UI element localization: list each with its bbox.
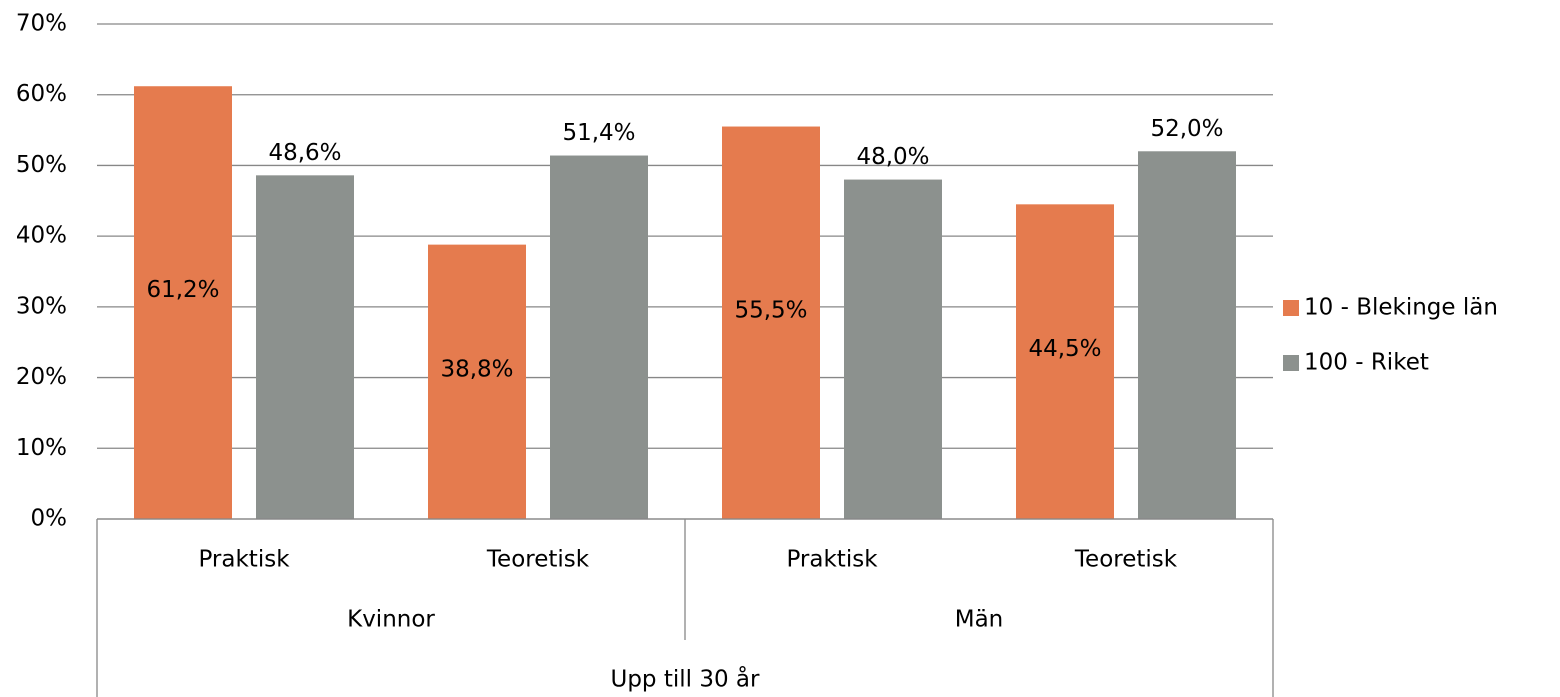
bar (428, 244, 526, 519)
bar (134, 86, 232, 519)
data-label: 48,0% (856, 144, 929, 170)
data-label: 61,2% (146, 277, 219, 303)
data-label: 55,5% (734, 297, 807, 323)
bar (844, 179, 942, 520)
x-tick-label: Praktisk (198, 547, 290, 573)
y-tick-label: 40% (16, 223, 67, 249)
legend-swatch (1283, 355, 1299, 371)
x-tick-label: Teoretisk (486, 547, 590, 573)
bar (1016, 204, 1114, 520)
legend-swatch (1283, 300, 1299, 316)
x-tick-label: Teoretisk (1074, 547, 1178, 573)
legend-label: 100 - Riket (1304, 350, 1429, 376)
y-tick-label: 20% (16, 364, 67, 390)
data-label: 51,4% (562, 120, 635, 146)
group-label: Kvinnor (347, 607, 435, 633)
y-tick-label: 60% (16, 81, 67, 107)
data-label: 48,6% (268, 140, 341, 166)
y-tick-label: 70% (16, 11, 67, 37)
y-tick-label: 0% (31, 506, 68, 532)
y-tick-label: 10% (16, 435, 67, 461)
x-tick-label: Praktisk (786, 547, 878, 573)
bar (550, 155, 648, 519)
bar (1138, 151, 1236, 520)
legend-label: 10 - Blekinge län (1304, 295, 1498, 321)
data-label: 44,5% (1028, 336, 1101, 362)
bar (722, 126, 820, 520)
bar (256, 175, 354, 520)
group-label: Män (955, 607, 1004, 633)
data-label: 38,8% (440, 356, 513, 382)
supergroup-label: Upp till 30 år (611, 665, 761, 693)
data-label: 52,0% (1150, 116, 1223, 142)
y-tick-label: 30% (16, 293, 67, 319)
y-tick-label: 50% (16, 152, 67, 178)
